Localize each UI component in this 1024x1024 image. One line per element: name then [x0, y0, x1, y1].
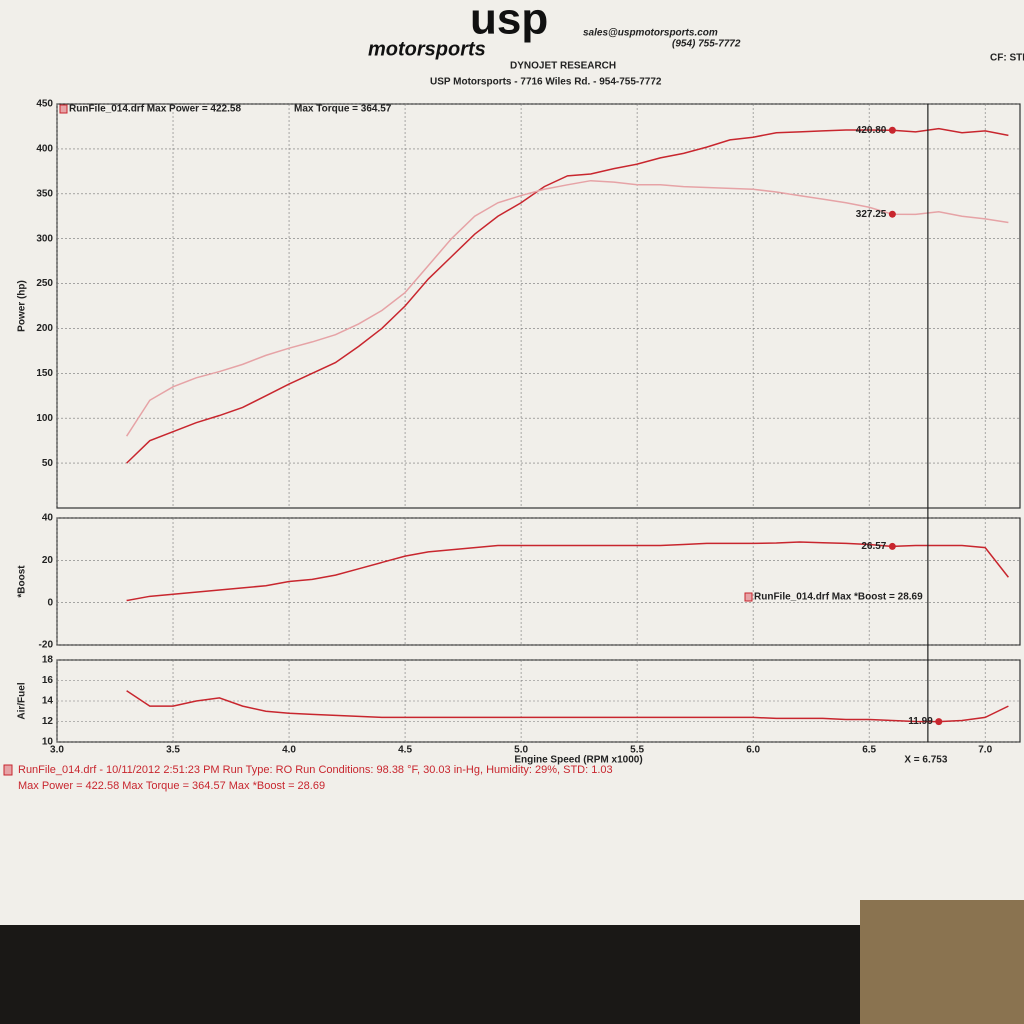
series-line	[126, 541, 1009, 602]
y-tick-label: 0	[47, 597, 53, 608]
legend-icon	[744, 592, 753, 602]
x-tick-label: 4.0	[282, 745, 296, 756]
series-line	[126, 127, 1009, 464]
y-axis-label: Air/Fuel	[17, 682, 28, 719]
y-tick-label: 10	[42, 737, 54, 748]
x-tick-label: 3.0	[50, 745, 64, 756]
y-tick-label: 12	[42, 716, 54, 727]
y-tick-label: 400	[36, 144, 53, 155]
legend-text: RunFile_014.drf Max *Boost = 28.69	[754, 592, 923, 603]
fabric	[860, 900, 1024, 1024]
phone: (954) 755-7772	[672, 39, 741, 50]
y-tick-label: 100	[36, 413, 53, 424]
x-tick-label: 6.5	[862, 745, 876, 756]
y-tick-label: 16	[42, 675, 54, 686]
x-tick-label: 5.5	[630, 745, 644, 756]
legend-icon	[3, 764, 13, 776]
y-tick-label: 200	[36, 323, 53, 334]
y-tick-label: 350	[36, 188, 53, 199]
legend-icon	[59, 104, 68, 114]
y-tick-label: 40	[42, 513, 54, 524]
x-tick-label: 7.0	[978, 745, 992, 756]
series-line	[125, 179, 1009, 437]
legend-text: Max Torque = 364.57	[294, 104, 392, 115]
logo: usp	[470, 0, 548, 44]
y-tick-label: 250	[36, 278, 53, 289]
company: DYNOJET RESEARCH	[510, 61, 616, 72]
x-tick-label: 5.0	[514, 745, 528, 756]
y-tick-label: -20	[39, 640, 54, 651]
x-tick-label: 6.0	[746, 745, 760, 756]
y-tick-label: 450	[36, 99, 53, 110]
y-tick-label: 150	[36, 368, 53, 379]
cursor-label: X = 6.753	[904, 755, 948, 766]
annotation-label: 26.57	[861, 541, 886, 552]
paper	[0, 0, 1024, 925]
y-tick-label: 20	[42, 555, 54, 566]
legend-text: RunFile_014.drf Max Power = 422.58	[69, 104, 241, 115]
corner: CF: STD	[990, 53, 1024, 64]
y-axis-label: Power (hp)	[17, 280, 28, 332]
y-tick-label: 14	[42, 696, 54, 707]
y-tick-label: 18	[42, 655, 54, 666]
x-tick-label: 4.5	[398, 745, 412, 756]
annotation-marker	[888, 542, 896, 550]
annotation-marker	[888, 126, 896, 134]
annotation-label: 327.25	[856, 209, 887, 220]
x-tick-label: 3.5	[166, 745, 180, 756]
x-axis-label: Engine Speed (RPM x1000)	[514, 755, 642, 766]
y-tick-label: 50	[42, 458, 54, 469]
y-axis-label: *Boost	[17, 565, 28, 598]
annotation-marker	[935, 718, 943, 726]
y-tick-label: 300	[36, 233, 53, 244]
annotation-label: 420.80	[856, 125, 887, 136]
annotation-label: 11.99	[908, 716, 933, 727]
logo-sub: motorsports	[368, 38, 486, 60]
footer-line: RunFile_014.drf - 10/11/2012 2:51:23 PM …	[18, 764, 613, 776]
address: USP Motorsports - 7716 Wiles Rd. - 954-7…	[430, 77, 662, 88]
series-line	[126, 690, 1009, 723]
annotation-marker	[888, 210, 896, 218]
footer-line: Max Power = 422.58 Max Torque = 364.57 M…	[18, 780, 325, 792]
email: sales@uspmotorsports.com	[583, 28, 718, 39]
